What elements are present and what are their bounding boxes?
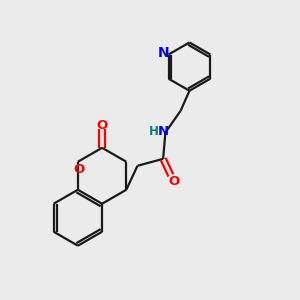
Text: O: O	[168, 175, 179, 188]
Text: O: O	[73, 163, 84, 176]
Text: H: H	[149, 124, 159, 137]
Text: N: N	[158, 124, 169, 137]
Text: O: O	[97, 119, 108, 132]
Text: N: N	[158, 46, 169, 60]
